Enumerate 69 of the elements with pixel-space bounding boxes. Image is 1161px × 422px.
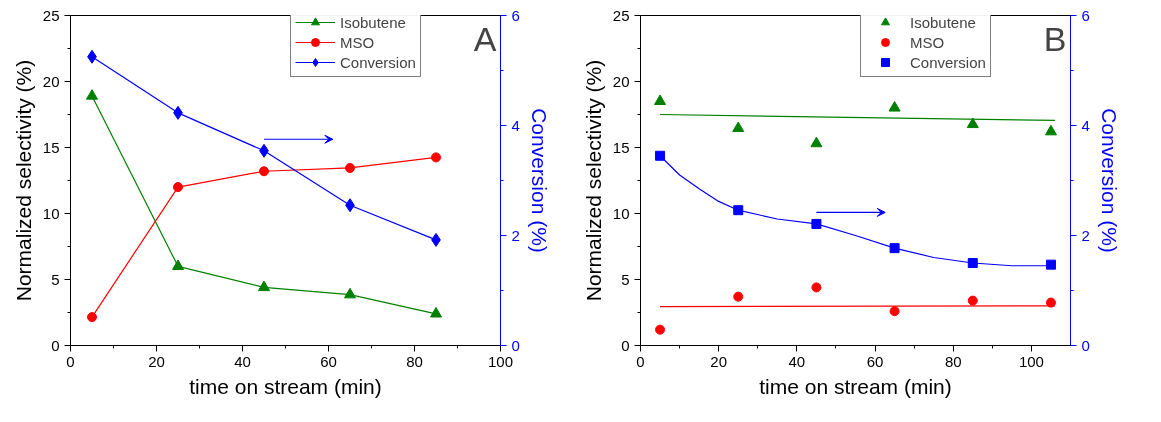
y-tick-label: 10 [612, 204, 630, 222]
x-tick-label: 0 [66, 352, 75, 370]
y2-tick-label: 2 [1081, 226, 1090, 244]
y-tick-label: 25 [42, 6, 60, 24]
x-axis-title: time on stream (min) [759, 374, 952, 398]
point [889, 243, 900, 254]
point [259, 166, 269, 177]
x-tick-label: 80 [944, 352, 962, 370]
point [430, 306, 442, 318]
y-tick-label: 0 [51, 336, 60, 354]
x-tick-label: 40 [788, 352, 806, 370]
point [655, 324, 666, 335]
y-axis-title: Normalized selectivity (%) [581, 59, 605, 302]
point [654, 94, 667, 105]
point [888, 101, 901, 112]
x-tick-label: 100 [1018, 352, 1044, 370]
point [966, 117, 979, 129]
y-tick-label: 5 [621, 270, 630, 288]
y-tick-label: 10 [42, 204, 60, 222]
point [258, 280, 270, 292]
legend-label: Isobutene [340, 14, 406, 31]
y-tick-label: 15 [42, 138, 60, 156]
x-tick-label: 40 [234, 352, 251, 370]
legend-label: Conversion [340, 53, 416, 71]
y-axis-title: Normalized selectivity (%) [11, 59, 35, 302]
point [733, 291, 744, 302]
y2-tick-label: 0 [511, 336, 520, 354]
y2-tick-label: 4 [511, 116, 520, 134]
legend-label: Isobutene [910, 14, 976, 31]
legend-label: Conversion [910, 53, 986, 71]
y-tick-label: 5 [51, 270, 60, 288]
legend-label: MSO [910, 33, 945, 51]
point [811, 282, 822, 293]
y2-tick-label: 6 [1081, 6, 1090, 24]
point [172, 259, 184, 270]
point [431, 152, 441, 163]
point [732, 121, 745, 133]
y2-tick-label: 0 [1081, 336, 1090, 354]
point [810, 136, 823, 148]
annotation: B [1043, 19, 1067, 58]
y2-tick-label: 6 [511, 6, 520, 24]
point [889, 306, 900, 317]
point [173, 182, 183, 193]
x-axis-title: time on stream (min) [189, 374, 382, 398]
y-tick-label: 20 [42, 72, 60, 90]
legend-label: MSO [340, 33, 375, 51]
point [967, 295, 978, 306]
point [655, 150, 666, 161]
y-tick-label: 0 [621, 336, 630, 354]
x-tick-label: 20 [710, 352, 728, 370]
y2-tick-label: 4 [1081, 116, 1090, 134]
y2-axis-title: Conversion (%) [1097, 108, 1121, 253]
annotation: A [473, 19, 497, 58]
x-tick-label: 0 [636, 352, 645, 370]
x-tick-label: 60 [866, 352, 884, 370]
x-tick-label: 100 [487, 352, 514, 370]
point [1044, 124, 1057, 136]
y-tick-label: 25 [612, 6, 630, 24]
y2-axis-title: Conversion (%) [527, 108, 551, 253]
point [344, 287, 356, 299]
point [345, 162, 355, 173]
y2-tick-label: 2 [511, 226, 520, 244]
point [811, 218, 822, 229]
y-tick-label: 20 [612, 72, 630, 90]
y-tick-label: 15 [612, 138, 630, 156]
x-tick-label: 20 [148, 352, 165, 370]
point [1045, 259, 1056, 270]
x-tick-label: 80 [406, 352, 423, 370]
x-tick-label: 60 [320, 352, 337, 370]
